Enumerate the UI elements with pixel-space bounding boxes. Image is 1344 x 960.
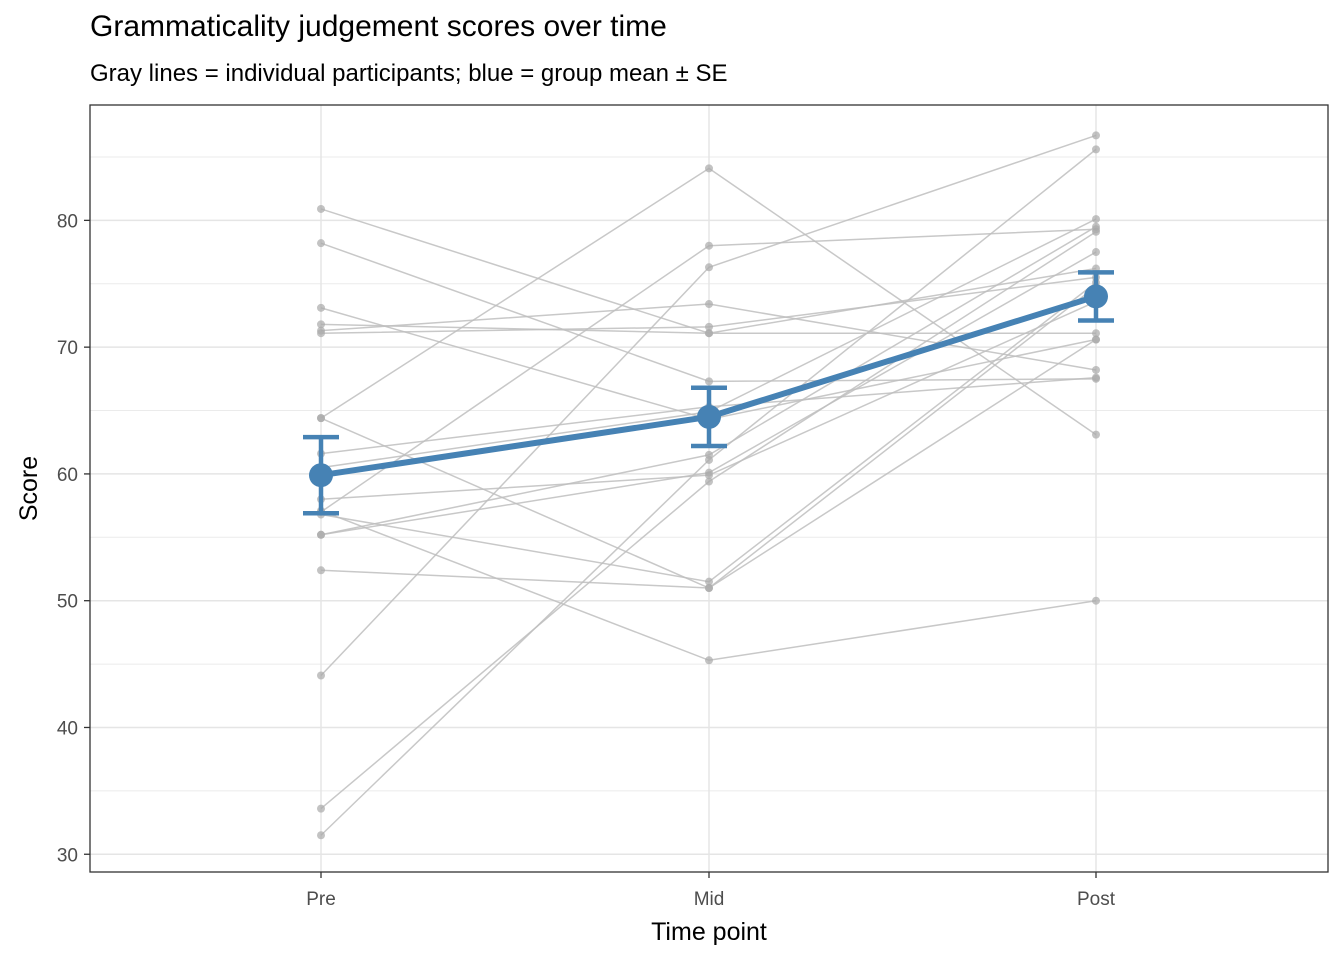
chart-title: Grammaticality judgement scores over tim… xyxy=(90,10,667,43)
y-axis-title: Score xyxy=(15,456,43,521)
y-tick-label: 80 xyxy=(57,211,78,232)
participant-point xyxy=(317,239,325,248)
participant-series xyxy=(317,131,1100,840)
chart-subtitle: Gray lines = individual participants; bl… xyxy=(90,60,728,87)
participant-point xyxy=(705,377,713,386)
participant-point xyxy=(705,584,713,593)
mean-point xyxy=(697,404,721,429)
y-tick-label: 40 xyxy=(57,718,78,739)
participant-point xyxy=(705,577,713,586)
participant-point xyxy=(317,804,325,813)
participant-point xyxy=(705,263,713,272)
x-tick-label: Mid xyxy=(694,889,725,910)
mean-point xyxy=(309,463,333,488)
y-tick-label: 60 xyxy=(57,465,78,486)
grid-lines xyxy=(90,105,1328,872)
participant-point xyxy=(705,164,713,173)
participant-point xyxy=(705,656,713,665)
mean-series xyxy=(303,270,1114,516)
y-axis-ticks: 30 40 50 60 70 80 xyxy=(57,211,90,866)
participant-point xyxy=(1092,131,1100,140)
y-tick-label: 50 xyxy=(57,592,78,613)
y-tick-label: 70 xyxy=(57,338,78,359)
participant-point xyxy=(317,671,325,680)
participant-point xyxy=(1092,145,1100,154)
participant-point xyxy=(705,241,713,250)
participant-point xyxy=(317,320,325,329)
x-tick-label: Pre xyxy=(306,889,336,910)
participant-point xyxy=(1092,596,1100,605)
participant-p16 xyxy=(317,227,1100,813)
participant-point xyxy=(705,329,713,338)
participant-point xyxy=(317,831,325,840)
participant-point xyxy=(705,471,713,480)
participant-point xyxy=(1092,248,1100,257)
participant-point xyxy=(705,455,713,464)
participant-point xyxy=(1092,227,1100,236)
participant-p17 xyxy=(317,145,1100,840)
x-axis-ticks: Pre Mid Post xyxy=(306,872,1116,910)
participant-point xyxy=(317,530,325,539)
participant-point xyxy=(1092,329,1100,338)
participant-point xyxy=(1092,215,1100,224)
participant-p14 xyxy=(317,335,1100,593)
y-tick-label: 30 xyxy=(57,845,78,866)
participant-point xyxy=(317,303,325,312)
participant-point xyxy=(705,300,713,309)
x-tick-label: Post xyxy=(1077,889,1116,910)
participant-point xyxy=(705,477,713,486)
participant-point xyxy=(1092,430,1100,439)
mean-point xyxy=(1084,284,1108,309)
participant-point xyxy=(317,566,325,575)
participant-point xyxy=(317,204,325,213)
x-axis-title: Time point xyxy=(651,918,767,946)
participant-p4 xyxy=(317,320,1100,338)
participant-point xyxy=(317,414,325,423)
participant-p15 xyxy=(317,131,1100,680)
participant-point xyxy=(1092,373,1100,382)
participant-point xyxy=(317,329,325,338)
participant-point xyxy=(705,322,713,331)
participant-point xyxy=(1092,335,1100,344)
participant-point xyxy=(1092,365,1100,374)
